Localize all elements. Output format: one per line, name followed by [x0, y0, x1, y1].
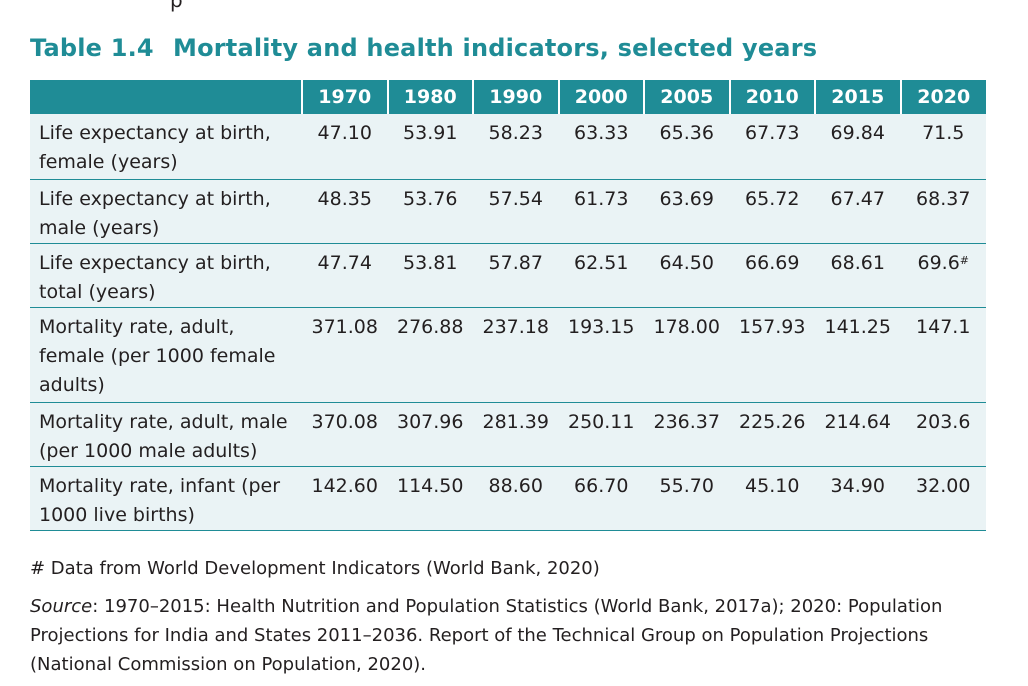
row-label-line: (per 1000 male adults): [39, 439, 258, 462]
header-cell-year: 1990: [472, 80, 559, 114]
table-cell-value: 34.90: [815, 466, 901, 531]
table-cell-value: 32.00: [900, 466, 986, 531]
table-cell-value: 178.00: [644, 307, 730, 403]
table-cell-value: 157.93: [729, 307, 815, 403]
source-label: Source: [30, 596, 93, 617]
table-cell-value: 307.96: [387, 402, 473, 467]
table-cell-value: 65.36: [644, 114, 730, 180]
table-cell-value: 203.6: [900, 402, 986, 467]
row-label-line: female (per 1000 female: [39, 344, 276, 367]
table-cell-value: 225.26: [729, 402, 815, 467]
table-cell-value: 68.37: [900, 179, 986, 244]
table-cell-value: 57.54: [473, 179, 559, 244]
table-cell-value: 237.18: [473, 307, 559, 403]
table-cell-value: 53.91: [387, 114, 473, 180]
table-row: Mortality rate, adult, male (per 1000 mal…: [30, 402, 986, 467]
table-cell-value: 57.87: [473, 243, 559, 308]
header-cell-year: 1970: [301, 80, 388, 114]
table-cell-value: 142.60: [302, 466, 388, 531]
table-cell-value: 214.64: [815, 402, 901, 467]
row-label-line: total (years): [39, 280, 156, 303]
table-row: Life expectancy at birth, male (years) 48…: [30, 179, 986, 244]
header-cell-year: 2010: [728, 80, 815, 114]
table-row: Life expectancy at birth, total (years) 4…: [30, 243, 986, 308]
table-cell-value: 62.51: [558, 243, 644, 308]
previous-text-fragment: p: [170, 0, 183, 12]
header-cell-indicator: [30, 80, 302, 114]
cell-value: 69.6: [917, 251, 960, 274]
row-label-line: Life expectancy at birth,: [39, 251, 271, 274]
table-cell-value-with-marker: 69.6#: [900, 243, 986, 308]
table-cell-value: 281.39: [473, 402, 559, 467]
table-cell-value: 63.69: [644, 179, 730, 244]
row-label-line: adults): [39, 373, 105, 396]
header-cell-year: 1980: [386, 80, 473, 114]
table-notes: # Data from World Development Indicators…: [30, 554, 990, 679]
table-header-row: 1970 1980 1990 2000 2005 2010 2015 2020: [30, 80, 986, 114]
table-row: Mortality rate, infant (per 1000 live bir…: [30, 466, 986, 531]
table-cell-value: 55.70: [644, 466, 730, 531]
table-cell-value: 276.88: [387, 307, 473, 403]
header-cell-year: 2005: [643, 80, 730, 114]
row-label-line: male (years): [39, 216, 160, 239]
table-cell-value: 53.76: [387, 179, 473, 244]
table-cell-value: 45.10: [729, 466, 815, 531]
table-cell-value: 370.08: [302, 402, 388, 467]
table-cell-value: 67.73: [729, 114, 815, 180]
table-cell-value: 61.73: [558, 179, 644, 244]
table-cell-value: 69.84: [815, 114, 901, 180]
table-cell-value: 88.60: [473, 466, 559, 531]
table-title: Mortality and health indicators, selecte…: [173, 34, 818, 62]
table-cell-value: 65.72: [729, 179, 815, 244]
table-cell-value: 66.69: [729, 243, 815, 308]
header-cell-year: 2015: [814, 80, 901, 114]
footnote-marker: #: [959, 253, 970, 267]
table-cell-value: 47.10: [302, 114, 388, 180]
row-label-line: female (years): [39, 151, 178, 173]
table-cell-value: 71.5: [900, 114, 986, 180]
table-row: Life expectancy at birth, female (years) …: [30, 114, 986, 180]
table-cell-value: 66.70: [558, 466, 644, 531]
table-cell-value: 250.11: [558, 402, 644, 467]
table-number: Table 1.4: [30, 34, 154, 62]
table-cell-value: 193.15: [558, 307, 644, 403]
table-cell-value: 53.81: [387, 243, 473, 308]
row-label: Mortality rate, adult, male (per 1000 mal…: [30, 402, 302, 467]
source-note: Source: 1970–2015: Health Nutrition and …: [30, 592, 990, 679]
row-label-line: Mortality rate, adult,: [39, 315, 235, 338]
row-label-line: Life expectancy at birth,: [39, 122, 271, 144]
table-cell-value: 114.50: [387, 466, 473, 531]
table-cell-value: 371.08: [302, 307, 388, 403]
table-cell-value: 63.33: [558, 114, 644, 180]
table-cell-value: 47.74: [302, 243, 388, 308]
source-text: : 1970–2015: Health Nutrition and Popula…: [30, 596, 943, 675]
row-label: Mortality rate, infant (per 1000 live bir…: [30, 466, 302, 531]
row-label: Life expectancy at birth, total (years): [30, 243, 302, 308]
table-cell-value: 58.23: [473, 114, 559, 180]
table-cell-value: 64.50: [644, 243, 730, 308]
table-cell-value: 141.25: [815, 307, 901, 403]
row-label: Mortality rate, adult, female (per 1000 f…: [30, 307, 302, 403]
table-cell-value: 147.1: [900, 307, 986, 403]
table-cell-value: 68.61: [815, 243, 901, 308]
footnote: # Data from World Development Indicators…: [30, 558, 600, 579]
table-caption: Table 1.4 Mortality and health indicator…: [30, 34, 817, 62]
header-cell-year: 2020: [899, 80, 986, 114]
mortality-health-table: 1970 1980 1990 2000 2005 2010 2015 2020 …: [30, 80, 986, 531]
header-cell-year: 2000: [557, 80, 644, 114]
table-cell-value: 67.47: [815, 179, 901, 244]
table-cell-value: 236.37: [644, 402, 730, 467]
row-label: Life expectancy at birth, female (years): [30, 114, 302, 180]
row-label-line: Mortality rate, infant (per: [39, 474, 281, 497]
row-label-line: 1000 live births): [39, 503, 195, 526]
table-cell-value: 48.35: [302, 179, 388, 244]
row-label-line: Mortality rate, adult, male: [39, 410, 288, 433]
row-label: Life expectancy at birth, male (years): [30, 179, 302, 244]
row-label-line: Life expectancy at birth,: [39, 187, 271, 210]
table-row: Mortality rate, adult, female (per 1000 f…: [30, 307, 986, 403]
